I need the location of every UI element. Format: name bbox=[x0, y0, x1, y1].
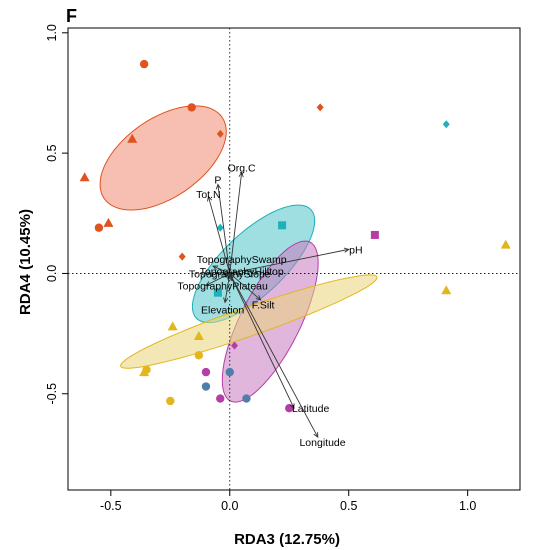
data-point-circle bbox=[225, 367, 234, 377]
data-point-triangle bbox=[127, 133, 138, 143]
vector-arrow bbox=[205, 273, 230, 286]
x-tick-label: 0.5 bbox=[340, 499, 357, 513]
vector-label: TopographyPlateau bbox=[177, 280, 268, 292]
data-point-triangle bbox=[441, 285, 452, 295]
data-point-circle bbox=[201, 367, 211, 377]
vector-arrow bbox=[224, 273, 231, 303]
y-tick-label: 1.0 bbox=[45, 24, 59, 41]
data-point-circle bbox=[194, 351, 204, 360]
vector-label: Tot.N bbox=[196, 189, 221, 201]
vector-arrowhead bbox=[238, 171, 244, 178]
vector-arrow bbox=[217, 184, 231, 274]
x-tick-label: 0.0 bbox=[221, 499, 238, 513]
x-axis-title: RDA3 (12.75%) bbox=[234, 531, 340, 548]
plot-frame bbox=[67, 27, 521, 491]
vector-arrowhead bbox=[223, 297, 229, 304]
vector-arrowhead bbox=[207, 195, 213, 202]
vector-label: TopographyHilltop bbox=[200, 266, 284, 278]
vector-arrow bbox=[229, 248, 349, 274]
data-point-diamond bbox=[216, 223, 224, 232]
x-tick-label: -0.5 bbox=[100, 499, 122, 513]
vector-arrow bbox=[229, 172, 243, 274]
data-point-circle bbox=[187, 103, 196, 112]
y-tick-label: 0.5 bbox=[45, 144, 59, 161]
vector-label: F.Silt bbox=[252, 300, 275, 312]
data-point-triangle bbox=[103, 217, 114, 227]
panel-letter: F bbox=[66, 6, 77, 26]
vector-arrow bbox=[229, 273, 295, 409]
vector-arrowhead bbox=[228, 275, 234, 282]
data-point-circle bbox=[142, 365, 151, 374]
vector-label: Elevation bbox=[201, 305, 244, 317]
vector-label: Latitude bbox=[292, 403, 330, 415]
vector-arrow bbox=[212, 265, 230, 274]
vector-arrowhead bbox=[343, 247, 350, 253]
data-point-square bbox=[213, 288, 222, 297]
x-tick-label: 1.0 bbox=[459, 499, 476, 513]
data-point-circle bbox=[166, 396, 175, 406]
vector-label: Longitude bbox=[299, 437, 345, 449]
vector-arrowhead bbox=[212, 265, 219, 271]
y-axis-title: RDA4 (10.45%) bbox=[17, 209, 34, 315]
vector-arrow bbox=[229, 273, 261, 301]
data-point-diamond bbox=[231, 341, 239, 350]
data-point-triangle bbox=[500, 239, 511, 249]
vector-label: Org.C bbox=[228, 163, 256, 175]
group-ellipse-orange bbox=[99, 105, 227, 211]
data-point-diamond bbox=[316, 103, 324, 112]
y-tick-label: 0.0 bbox=[45, 265, 59, 282]
vector-arrowhead bbox=[255, 295, 262, 301]
data-point-diamond bbox=[442, 120, 450, 129]
data-point-circle bbox=[139, 59, 149, 69]
vector-arrow bbox=[207, 196, 231, 274]
data-point-triangle bbox=[167, 321, 178, 331]
vector-arrow bbox=[229, 273, 319, 438]
data-point-diamond bbox=[178, 252, 186, 261]
vector-arrowhead bbox=[289, 403, 295, 410]
vector-label: pH bbox=[349, 244, 362, 256]
vector-arrowhead bbox=[205, 281, 212, 286]
vector-arrowhead bbox=[215, 183, 221, 190]
data-point-circle bbox=[242, 394, 251, 403]
vector-label: TopographySwamp bbox=[197, 254, 287, 266]
y-tick-label: -0.5 bbox=[45, 383, 59, 405]
data-point-triangle bbox=[193, 331, 204, 340]
data-point-circle bbox=[201, 382, 211, 391]
data-point-circle bbox=[216, 394, 225, 403]
data-point-square bbox=[370, 230, 379, 239]
data-point-square bbox=[278, 221, 287, 230]
data-point-diamond bbox=[216, 129, 224, 138]
data-point-circle bbox=[94, 223, 104, 232]
group-ellipse-yellow bbox=[120, 274, 378, 369]
vector-arrowhead bbox=[313, 432, 319, 439]
vector-label: P bbox=[214, 175, 221, 187]
data-point-triangle bbox=[79, 172, 90, 182]
